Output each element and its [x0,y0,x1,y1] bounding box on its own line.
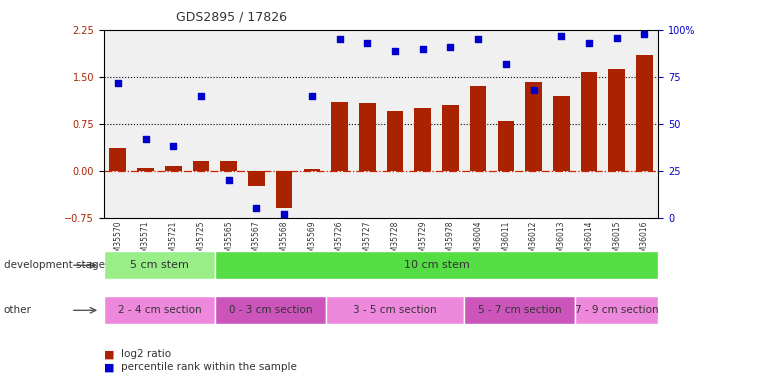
Point [555,33,567,39]
Bar [104,251,215,279]
Bar [442,105,459,171]
Text: 5 - 7 cm section: 5 - 7 cm section [478,305,561,315]
Bar [192,160,209,171]
Bar [220,161,237,171]
Bar [387,111,403,171]
Bar [414,108,431,171]
Point [527,87,540,93]
Bar [608,69,625,171]
Text: log2 ratio: log2 ratio [121,350,171,359]
Bar [165,166,182,171]
Bar [326,296,464,324]
Bar [215,251,658,279]
Bar [470,86,487,171]
Point [195,93,207,99]
Text: ■: ■ [104,363,115,372]
Text: 0 - 3 cm section: 0 - 3 cm section [229,305,312,315]
Point [139,136,152,142]
Text: ■: ■ [104,350,115,359]
Text: 5 cm stem: 5 cm stem [130,260,189,270]
Text: percentile rank within the sample: percentile rank within the sample [121,363,296,372]
Point [112,80,124,86]
Text: 10 cm stem: 10 cm stem [403,260,470,270]
Point [361,40,373,46]
Bar [359,103,376,171]
Point [611,34,623,40]
Point [444,44,457,50]
Point [583,40,595,46]
Bar [303,170,320,171]
Point [278,211,290,217]
Bar [525,82,542,171]
Bar [215,296,326,324]
Point [223,177,235,183]
Text: 7 - 9 cm section: 7 - 9 cm section [575,305,658,315]
Bar [109,147,126,171]
Text: 2 - 4 cm section: 2 - 4 cm section [118,305,201,315]
Point [472,36,484,42]
Bar [104,296,215,324]
Bar [575,296,658,324]
Bar [276,171,293,208]
Bar [497,121,514,171]
Point [417,46,429,52]
Text: other: other [4,305,32,315]
Point [500,61,512,67]
Bar [636,55,653,171]
Point [306,93,318,99]
Bar [137,168,154,171]
Bar [553,96,570,171]
Text: GDS2895 / 17826: GDS2895 / 17826 [176,10,286,24]
Text: development stage: development stage [4,260,105,270]
Bar [581,72,598,171]
Point [250,205,263,211]
Bar [248,171,265,186]
Point [167,143,179,149]
Point [638,31,651,37]
Bar [464,296,575,324]
Point [389,48,401,54]
Point [333,36,346,42]
Text: 3 - 5 cm section: 3 - 5 cm section [353,305,437,315]
Bar [331,102,348,171]
